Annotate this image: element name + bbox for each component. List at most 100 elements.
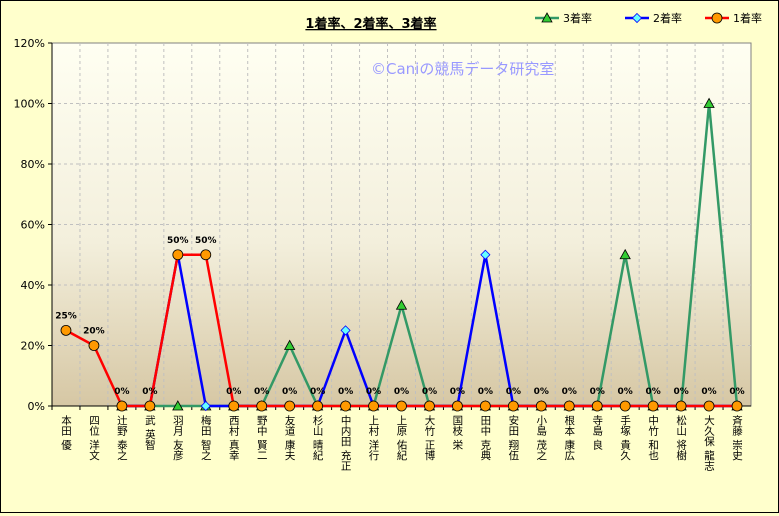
legend-marker: [541, 12, 553, 23]
data-point: [619, 248, 631, 260]
x-tick-label: 安田 翔伍: [507, 414, 519, 461]
data-label: 0%: [618, 387, 633, 397]
x-tick-label: 上原 佑紀: [396, 415, 408, 460]
x-tick-label: 大竹 正博: [423, 414, 435, 461]
data-label: 0%: [422, 387, 437, 397]
chart-title: 1着率、2着率、3着率: [305, 16, 436, 32]
data-point: [200, 400, 211, 412]
data-point: [200, 249, 212, 261]
data-point: [340, 325, 351, 336]
data-label: 25%: [55, 311, 77, 321]
data-point: [675, 400, 687, 412]
data-point: [647, 400, 659, 412]
x-tick-label: 四位 洋文: [88, 415, 100, 461]
data-point: [144, 400, 156, 412]
x-tick-label: 松山 将樹: [675, 414, 687, 461]
data-label: 0%: [673, 387, 688, 397]
data-label: 0%: [590, 387, 605, 397]
data-label: 0%: [450, 387, 465, 397]
y-tick-label: 80%: [21, 158, 45, 171]
y-tick-label: 60%: [21, 219, 45, 232]
y-tick-label: 40%: [21, 279, 45, 292]
data-label: 50%: [167, 236, 189, 246]
x-tick-label: 大久保 龍志: [703, 414, 715, 471]
x-tick-label: 寺島 良: [591, 415, 603, 451]
data-point: [340, 400, 351, 412]
data-point: [256, 400, 268, 412]
data-point: [563, 400, 575, 412]
data-point: [507, 400, 519, 412]
data-label: 0%: [310, 387, 325, 397]
data-label: 0%: [114, 387, 129, 397]
data-point: [172, 249, 184, 261]
data-label: 0%: [282, 387, 297, 397]
data-label: 0%: [701, 387, 716, 397]
x-tick-label: 羽月 友彦: [172, 415, 184, 461]
y-tick-label: 100%: [14, 98, 45, 111]
data-point: [88, 340, 100, 351]
legend: 3着率 2着率 1着率: [535, 11, 762, 25]
data-label: 0%: [338, 387, 353, 397]
x-tick-label: 小島 茂之: [535, 415, 547, 460]
x-tick-label: 中内田 充正: [340, 414, 352, 471]
x-tick-label: 西村 真幸: [228, 415, 240, 461]
x-tick-label: 根本 康広: [563, 414, 575, 461]
x-tick-label: 友道 康夫: [284, 414, 296, 461]
x-tick-label: 中竹 和也: [647, 414, 659, 460]
x-tick-label: 上村 洋行: [368, 415, 380, 461]
data-label: 0%: [645, 387, 660, 397]
data-point: [424, 400, 435, 412]
data-label: 0%: [534, 387, 549, 397]
data-label: 0%: [366, 387, 381, 397]
x-tick-label: 斉藤 崇史: [731, 414, 743, 461]
data-label: 0%: [254, 387, 269, 397]
data-point: [116, 400, 128, 412]
data-point: [283, 339, 296, 350]
data-point: [172, 400, 184, 411]
data-label: 50%: [195, 236, 217, 246]
data-label: 20%: [83, 327, 105, 337]
x-tick-label: 梅田 智之: [200, 414, 212, 460]
data-label: 0%: [226, 387, 241, 397]
data-point: [312, 400, 324, 412]
data-point: [368, 400, 379, 412]
data-point: [480, 249, 491, 260]
data-label: 0%: [478, 387, 493, 397]
x-tick-label: 杉山 晴紀: [312, 414, 324, 460]
watermark-text: ©Caniの競馬データ研究室: [371, 60, 554, 78]
legend-label: 2着率: [653, 11, 682, 25]
data-point: [396, 400, 407, 412]
data-point: [395, 299, 408, 310]
data-point: [284, 400, 296, 412]
data-label: 0%: [142, 387, 157, 397]
x-tick-label: 本田 優: [60, 414, 72, 450]
data-point: [535, 400, 547, 412]
x-tick-label: 国枝 栄: [451, 415, 463, 451]
data-point: [60, 324, 72, 336]
legend-label: 3着率: [563, 11, 592, 25]
legend-marker: [631, 12, 643, 24]
data-point: [703, 400, 715, 412]
data-label: 0%: [729, 387, 744, 397]
x-tick-label: 辻野 泰之: [116, 414, 128, 460]
x-tick-label: 野中 賢二: [256, 415, 268, 460]
legend-label: 1着率: [733, 11, 762, 25]
data-label: 0%: [394, 387, 409, 397]
data-label: 0%: [506, 387, 521, 397]
y-tick-label: 120%: [14, 37, 45, 50]
data-point: [731, 400, 743, 412]
data-point: [452, 400, 463, 412]
data-point: [619, 400, 631, 412]
data-point: [479, 400, 491, 412]
data-point: [591, 400, 603, 412]
x-tick-label: 武 英智: [144, 414, 156, 450]
data-point: [228, 400, 240, 412]
y-tick-label: 20%: [21, 340, 45, 353]
legend-marker: [711, 12, 723, 24]
data-point: [703, 97, 715, 108]
x-tick-label: 田中 克典: [479, 415, 491, 461]
data-label: 0%: [562, 387, 577, 397]
x-tick-label: 手塚 貴久: [619, 414, 631, 461]
